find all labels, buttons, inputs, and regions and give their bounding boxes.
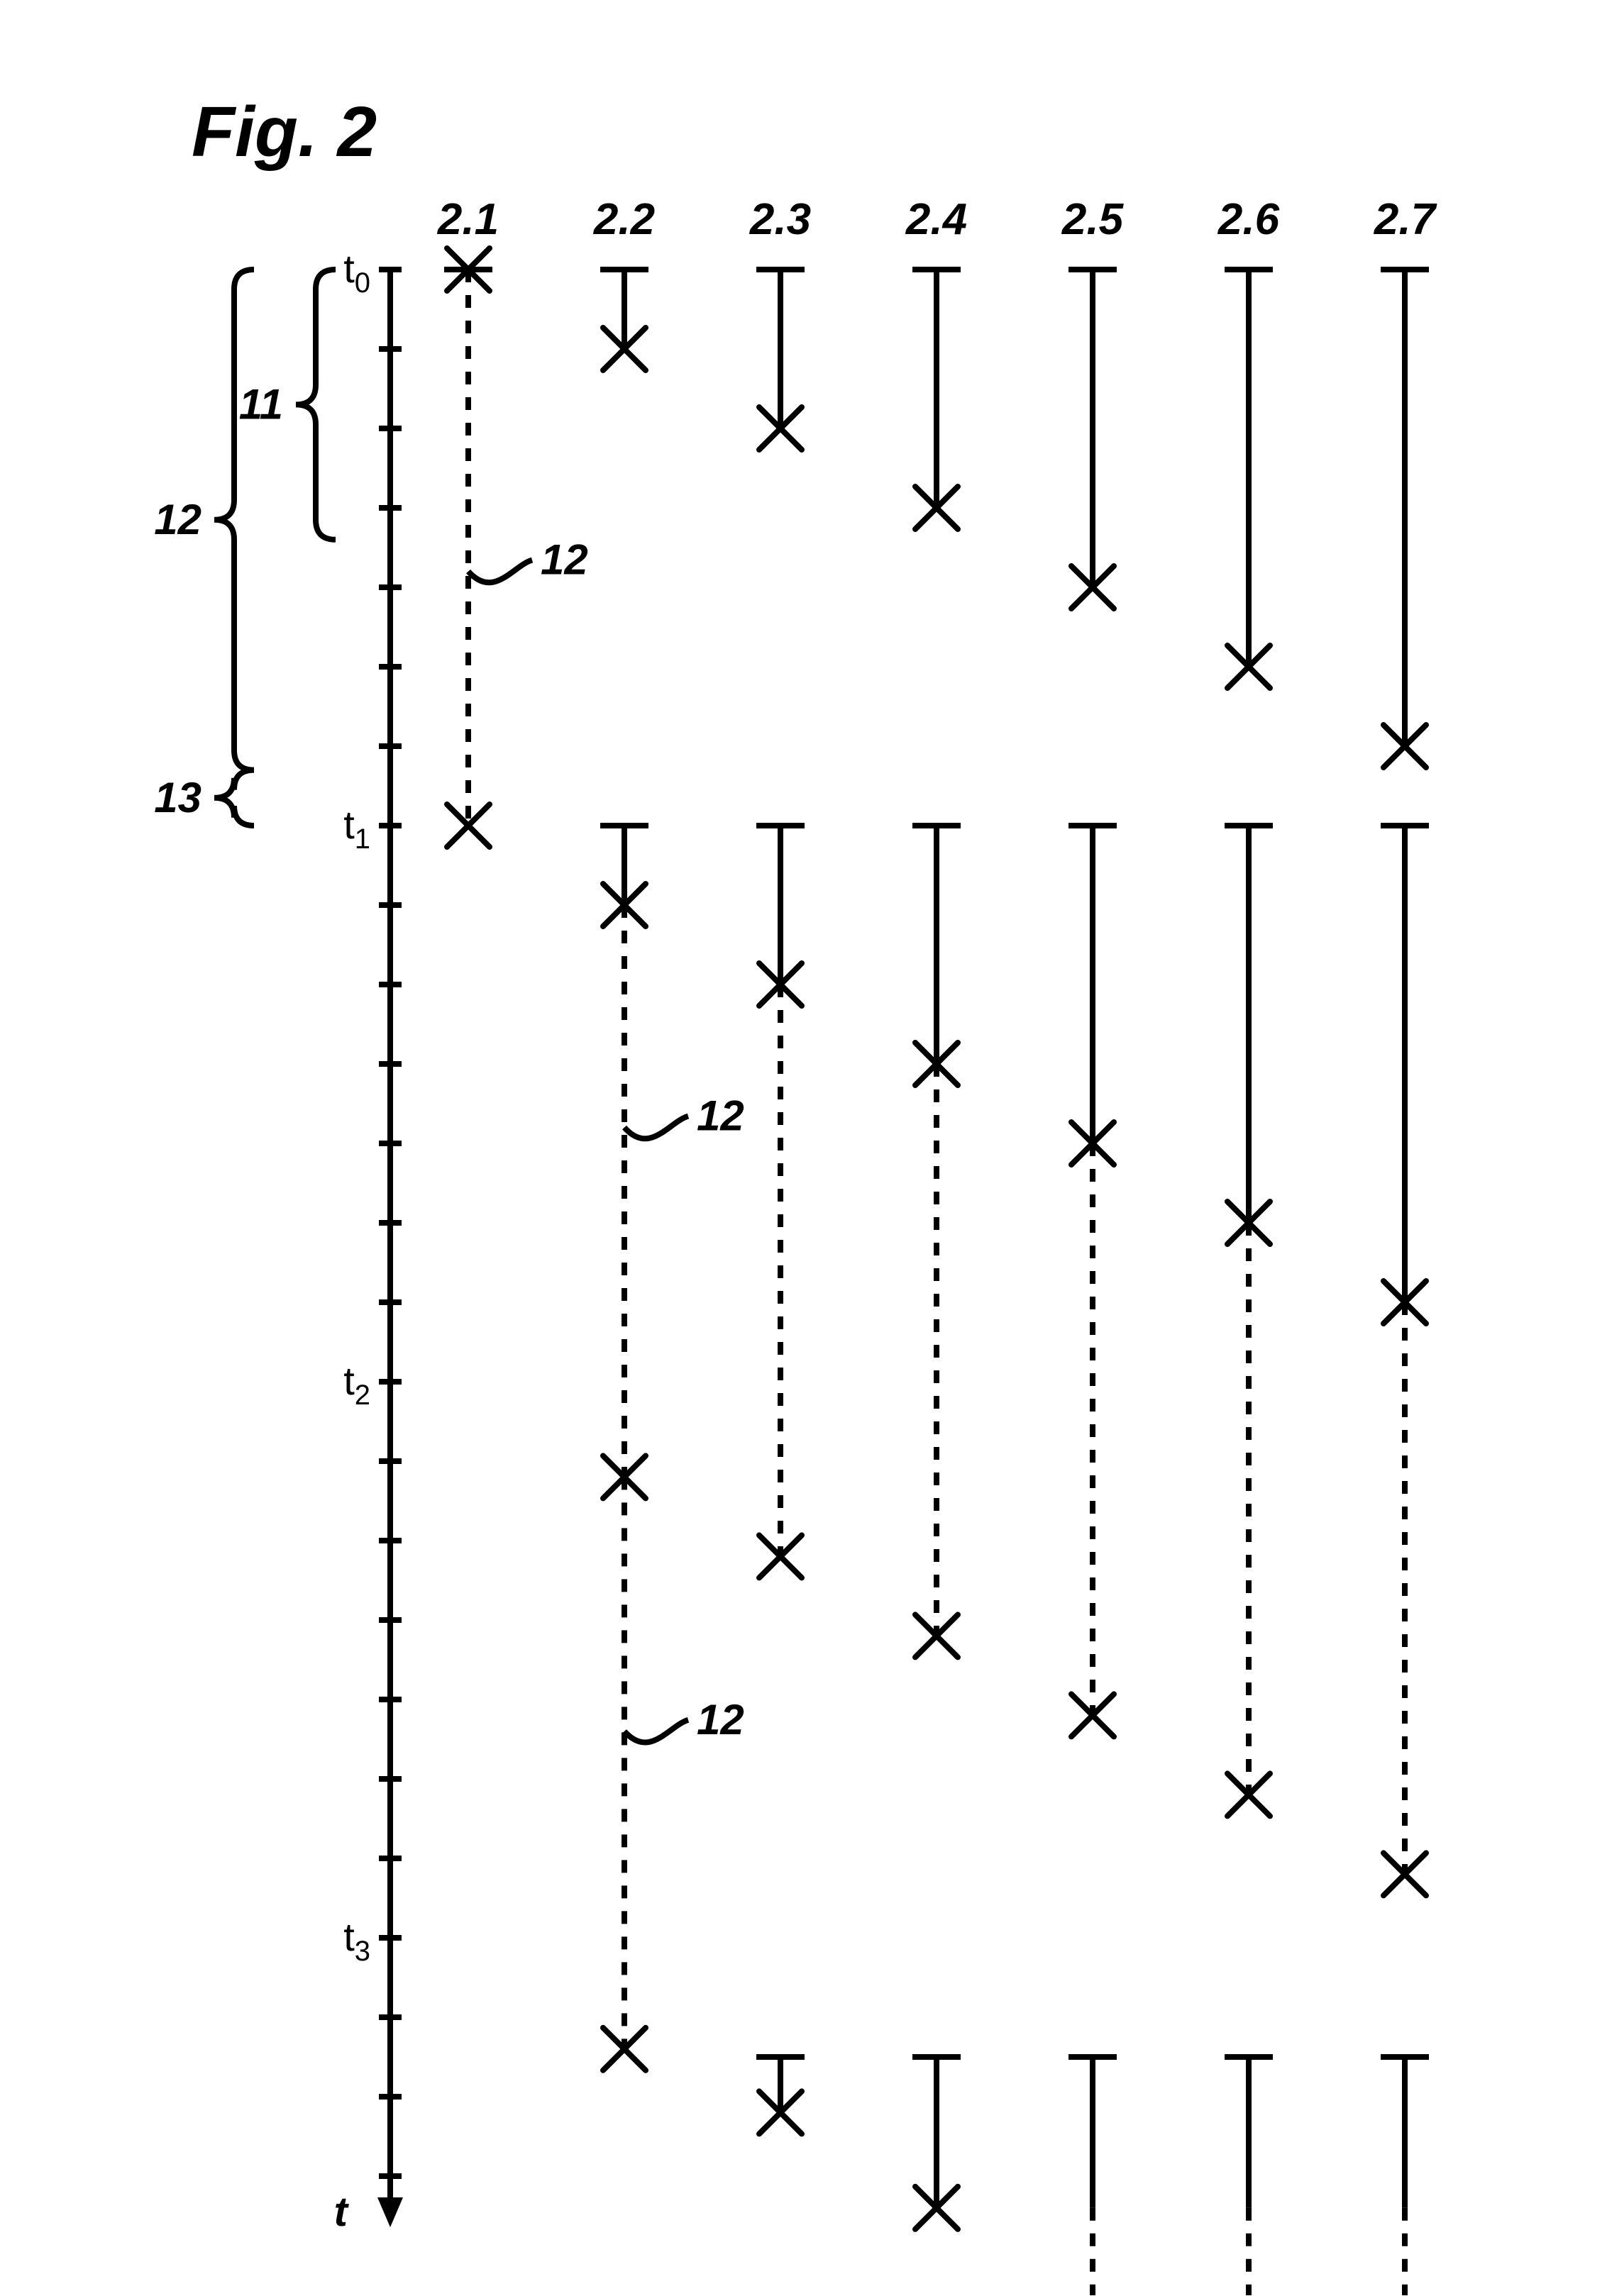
figure-title: Fig. 2 (192, 92, 377, 172)
brace (214, 270, 254, 770)
column-label: 2.5 (1061, 195, 1125, 244)
brace-label: 12 (154, 496, 201, 543)
column-label: 2.6 (1217, 195, 1280, 244)
column-label: 2.2 (593, 195, 655, 244)
brace-label: 13 (154, 774, 201, 821)
time-axis-arrow (377, 2197, 403, 2227)
brace (296, 270, 336, 540)
callout-label: 12 (697, 1092, 744, 1140)
time-axis-label: t (334, 2189, 350, 2235)
tick-label: t1 (343, 802, 370, 855)
column-label: 2.3 (749, 195, 811, 244)
brace (214, 770, 254, 826)
callout-label: 12 (541, 536, 588, 584)
tick-label: t0 (343, 246, 370, 299)
callout-leader (624, 1720, 688, 1743)
tick-label: t2 (343, 1358, 370, 1411)
callout-leader (468, 560, 532, 583)
callout-leader (624, 1116, 688, 1139)
column-label: 2.4 (905, 195, 967, 244)
tick-label: t3 (343, 1914, 370, 1967)
column-label: 2.7 (1374, 195, 1437, 244)
column-label: 2.1 (437, 195, 499, 244)
brace-label: 11 (239, 380, 283, 428)
callout-label: 12 (697, 1696, 744, 1743)
